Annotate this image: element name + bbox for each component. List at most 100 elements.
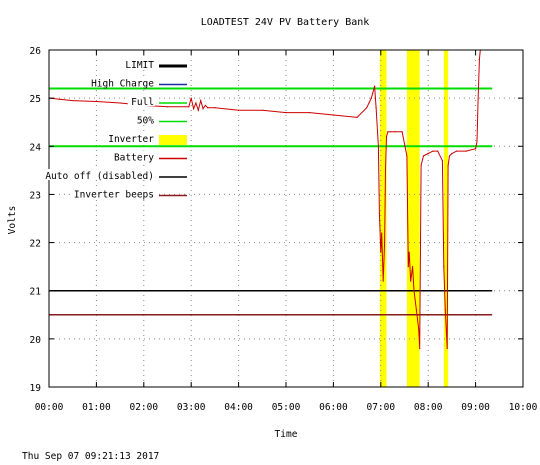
battery-point	[365, 107, 368, 109]
x-tick-label: 03:00	[177, 402, 206, 413]
y-tick-label: 24	[30, 142, 42, 153]
battery-point	[441, 160, 444, 162]
y-tick-label: 25	[30, 94, 41, 105]
battery-point	[374, 85, 376, 87]
battery-point	[119, 102, 121, 104]
battery-point	[422, 155, 425, 157]
battery-point	[465, 150, 467, 152]
battery-point	[195, 102, 197, 104]
battery-point	[261, 109, 263, 111]
legend-label-full: Full	[131, 97, 154, 108]
battery-point	[192, 108, 195, 110]
battery-point	[407, 266, 409, 268]
x-tick-label: 08:00	[414, 402, 443, 413]
battery-point	[238, 109, 240, 111]
legend-label-inverter: Inverter	[108, 134, 154, 145]
legend-label-inverter-beeps: Inverter beeps	[74, 190, 154, 201]
x-tick-label: 05:00	[272, 402, 301, 413]
legend-label-bg	[69, 187, 155, 199]
battery-point	[332, 114, 334, 116]
battery-point	[378, 213, 380, 215]
battery-point	[166, 106, 169, 108]
legend-swatch-inverter	[159, 135, 187, 145]
battery-point	[200, 99, 202, 102]
battery-point	[387, 131, 389, 133]
battery-point	[444, 309, 446, 311]
battery-point	[410, 280, 412, 282]
battery-point	[419, 347, 421, 350]
x-axis-title: Time	[275, 429, 298, 440]
battery-point	[456, 150, 458, 152]
inverter-period-0	[379, 50, 387, 387]
battery-point	[190, 97, 192, 99]
battery-point	[420, 164, 422, 167]
y-tick-label: 22	[30, 239, 41, 250]
legend-label-bg	[87, 76, 155, 88]
legend-label-50: 50%	[137, 116, 154, 127]
battery-point	[377, 145, 380, 147]
battery-point	[368, 102, 370, 104]
x-tick-label: 00:00	[35, 402, 64, 413]
battery-point	[437, 150, 439, 152]
battery-point	[375, 107, 377, 109]
y-tick-label: 20	[30, 335, 42, 346]
battery-point	[418, 328, 420, 330]
legend-label-auto-off-disabled: Auto off (disabled)	[45, 171, 154, 182]
battery-point	[95, 100, 97, 103]
legend-label-bg	[122, 58, 155, 69]
battery-point	[285, 111, 287, 114]
x-tick-label: 09:00	[461, 402, 490, 413]
battery-point	[384, 169, 387, 171]
timestamp-footer: Thu Sep 07 09:21:13 2017	[22, 451, 159, 462]
battery-point	[372, 92, 374, 94]
battery-point	[408, 251, 410, 253]
battery-point	[309, 111, 311, 114]
y-tick-label: 21	[30, 287, 42, 298]
battery-point	[385, 136, 388, 138]
x-tick-label: 10:00	[509, 402, 538, 413]
legend-label-battery: Battery	[114, 153, 154, 164]
x-tick-label: 07:00	[366, 402, 395, 413]
battery-point	[389, 131, 391, 133]
x-tick-label: 01:00	[82, 402, 111, 413]
battery-point	[448, 155, 451, 157]
y-axis-title: Volts	[7, 206, 18, 235]
battery-point	[443, 266, 445, 268]
battery-point	[478, 59, 480, 61]
battery-point	[207, 107, 209, 109]
battery-point	[214, 107, 216, 109]
battery-point	[475, 148, 477, 150]
battery-point	[415, 309, 417, 311]
battery-point	[197, 109, 199, 111]
battery-point	[72, 99, 74, 102]
battery-point	[413, 290, 415, 292]
battery-point	[432, 150, 434, 152]
battery-point	[401, 131, 403, 133]
battery-point	[381, 232, 383, 234]
battery-point	[427, 152, 429, 155]
battery-point	[411, 266, 414, 268]
x-tick-label: 06:00	[319, 402, 348, 413]
battery-point	[382, 280, 384, 282]
legend-label-limit: LIMIT	[125, 60, 154, 71]
y-tick-label: 19	[30, 383, 42, 394]
y-tick-label: 23	[30, 190, 41, 201]
x-tick-label: 04:00	[224, 402, 253, 413]
battery-point	[370, 97, 372, 99]
inverter-period-2	[443, 50, 449, 387]
battery-point	[202, 108, 204, 110]
y-tick-label: 26	[30, 46, 42, 57]
legend-label-bg	[40, 169, 155, 180]
battery-point	[406, 155, 408, 157]
battery-point	[394, 131, 396, 133]
battery-series-line	[48, 49, 481, 349]
battery-point	[204, 104, 207, 106]
battery-point	[446, 347, 448, 350]
battery-point	[447, 164, 449, 167]
battery-point	[383, 241, 386, 244]
battery-point	[451, 152, 453, 155]
legend-label-bg	[104, 132, 155, 143]
battery-point	[356, 116, 358, 118]
legend-label-bg	[127, 95, 155, 106]
